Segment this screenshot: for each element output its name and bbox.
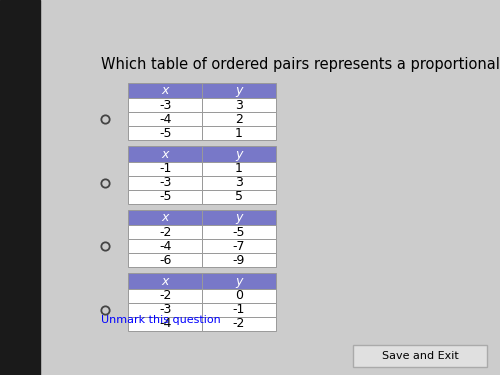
Text: 3: 3 bbox=[235, 176, 242, 189]
Bar bbox=[128, 225, 202, 239]
Bar bbox=[128, 176, 202, 190]
Bar bbox=[128, 82, 202, 98]
Bar bbox=[128, 162, 202, 176]
Bar bbox=[202, 176, 276, 190]
Bar bbox=[128, 317, 202, 331]
Bar bbox=[128, 146, 202, 162]
Bar bbox=[202, 98, 276, 112]
Text: 1: 1 bbox=[235, 127, 242, 140]
Text: -1: -1 bbox=[232, 303, 245, 316]
Bar bbox=[202, 210, 276, 225]
Text: -4: -4 bbox=[159, 240, 172, 253]
Text: -9: -9 bbox=[232, 254, 245, 267]
Text: -3: -3 bbox=[159, 176, 172, 189]
Text: -5: -5 bbox=[232, 226, 245, 239]
Bar bbox=[202, 317, 276, 331]
Bar bbox=[202, 303, 276, 317]
Text: 3: 3 bbox=[235, 99, 242, 112]
Bar bbox=[202, 82, 276, 98]
Text: x: x bbox=[162, 274, 169, 288]
Bar bbox=[128, 190, 202, 204]
Text: y: y bbox=[235, 274, 242, 288]
Bar bbox=[128, 98, 202, 112]
Bar bbox=[128, 239, 202, 253]
Bar bbox=[202, 239, 276, 253]
Text: y: y bbox=[235, 84, 242, 97]
Text: x: x bbox=[162, 84, 169, 97]
Bar bbox=[202, 112, 276, 126]
Text: -4: -4 bbox=[159, 317, 172, 330]
Bar bbox=[202, 162, 276, 176]
Text: 5: 5 bbox=[235, 190, 243, 203]
Bar bbox=[128, 210, 202, 225]
Bar bbox=[202, 253, 276, 267]
Text: x: x bbox=[162, 211, 169, 224]
Text: 0: 0 bbox=[235, 290, 243, 302]
Bar bbox=[128, 303, 202, 317]
Bar bbox=[128, 273, 202, 289]
Text: -6: -6 bbox=[159, 254, 172, 267]
Text: y: y bbox=[235, 211, 242, 224]
Text: -3: -3 bbox=[159, 303, 172, 316]
Bar bbox=[353, 345, 487, 367]
Bar bbox=[202, 225, 276, 239]
Bar bbox=[202, 273, 276, 289]
Text: Save and Exit: Save and Exit bbox=[382, 351, 458, 361]
Text: -1: -1 bbox=[159, 162, 172, 176]
Text: -2: -2 bbox=[159, 226, 172, 239]
Text: -2: -2 bbox=[159, 290, 172, 302]
Text: -2: -2 bbox=[232, 317, 245, 330]
Text: 1: 1 bbox=[235, 162, 242, 176]
Bar bbox=[128, 253, 202, 267]
Text: $\sqrt{x}$: $\sqrt{x}$ bbox=[10, 73, 30, 88]
Text: Which table of ordered pairs represents a proportional relationship?: Which table of ordered pairs represents … bbox=[101, 57, 500, 72]
Bar bbox=[202, 190, 276, 204]
Text: 2: 2 bbox=[235, 113, 242, 126]
Bar bbox=[128, 126, 202, 140]
Text: -4: -4 bbox=[159, 113, 172, 126]
Text: Unmark this question: Unmark this question bbox=[101, 315, 221, 325]
Text: -3: -3 bbox=[159, 99, 172, 112]
Text: x: x bbox=[162, 147, 169, 160]
Bar bbox=[202, 126, 276, 140]
Bar bbox=[128, 112, 202, 126]
Text: 🎧: 🎧 bbox=[14, 19, 26, 37]
Bar bbox=[202, 146, 276, 162]
Text: -5: -5 bbox=[159, 127, 172, 140]
Bar bbox=[202, 289, 276, 303]
Bar bbox=[128, 289, 202, 303]
Text: y: y bbox=[235, 147, 242, 160]
Text: -7: -7 bbox=[232, 240, 245, 253]
Text: -5: -5 bbox=[159, 190, 172, 203]
